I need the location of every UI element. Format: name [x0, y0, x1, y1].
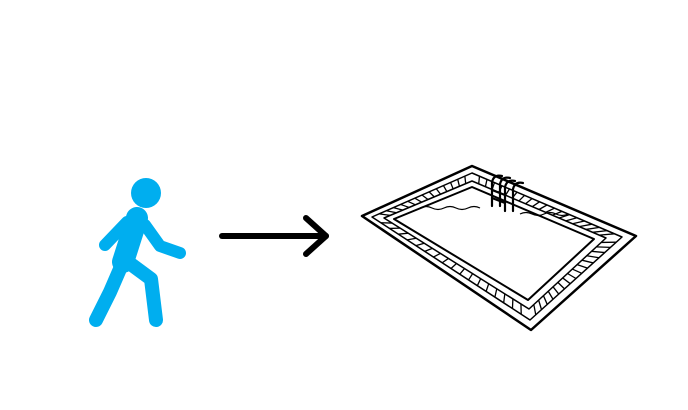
pool-tile-line [464, 176, 467, 184]
walker-back-leg [89, 255, 130, 327]
pool-tile-line [567, 272, 577, 280]
walker-front-leg [121, 255, 163, 327]
arrow-head [303, 215, 329, 257]
pool-tile-line [504, 188, 511, 196]
walker-back-arm [99, 216, 133, 251]
pool-tile-line [518, 194, 525, 202]
pool-tile-line [542, 295, 548, 305]
pool-tile-line [379, 213, 391, 217]
pool-tile-line [441, 257, 449, 264]
pool-tiles [379, 176, 617, 315]
pool-tile-line [565, 217, 578, 222]
walking-person-icon [89, 178, 186, 327]
pool-tile-line [576, 264, 588, 269]
right-arrow-icon [219, 215, 329, 257]
pool-tile-line [478, 176, 481, 184]
walker-torso [112, 207, 148, 273]
pool-tile-line [562, 277, 571, 285]
pool-ripple [419, 205, 481, 211]
pool-tile-line [421, 194, 429, 201]
pool-tile-line [586, 255, 600, 259]
pool-ladder-icon [490, 174, 525, 213]
walker-front-arm [139, 219, 186, 259]
pool-tile-line [547, 290, 554, 300]
pool-tile-line [386, 210, 397, 214]
pool-tile-line [484, 179, 488, 187]
swimming-pool-icon [360, 164, 638, 332]
pool-tile-line [468, 273, 474, 281]
pool-tile-line [531, 201, 540, 208]
pool-water-edge [393, 186, 595, 301]
pool-tile-line [585, 226, 600, 231]
pool-tile-line [442, 185, 448, 192]
pool-tile-line [433, 252, 441, 258]
pool-tile-line [424, 247, 433, 252]
pool-tile-line [457, 179, 461, 187]
walker-head [131, 178, 161, 208]
pool-tile-line [428, 191, 435, 198]
pool-tile-line [449, 182, 454, 190]
pool-tile-line [459, 268, 466, 275]
pool-tile-line [599, 233, 615, 236]
pool-tile-line [485, 283, 490, 292]
pool-tile-line [557, 281, 565, 290]
pool-tile-line [435, 188, 442, 195]
pool-tile-line [558, 213, 570, 219]
pool-tile-line [592, 229, 608, 233]
pool-tile-line [414, 197, 423, 203]
pool-tile-line [579, 223, 593, 228]
pool-tile-line [572, 268, 583, 274]
pool-tile-line [533, 304, 537, 315]
pool-tile-line [494, 288, 498, 298]
pool-tile-line [476, 278, 482, 286]
pool-outer-edge [360, 164, 638, 332]
pool-tile-line [398, 232, 409, 235]
pool-tile-line [572, 220, 585, 225]
pool-tile-line [552, 286, 560, 295]
pool-tile-line [552, 210, 563, 216]
pool-tile-line [450, 263, 457, 269]
pool-tile-line [503, 293, 506, 303]
pool-tile-line [406, 237, 417, 241]
pool-ripple-2 [519, 211, 569, 217]
pool-tile-line [596, 246, 611, 249]
pool-tile-line [525, 198, 533, 205]
pool-tile-line [545, 207, 555, 213]
pool-tile-line [538, 299, 543, 310]
pool-tile-line [407, 200, 416, 206]
pool-tile-line [415, 242, 425, 247]
pool-tile-line [538, 204, 548, 211]
pool-tile-line [581, 259, 594, 264]
pool-tile-line [393, 206, 404, 211]
pool-tile-line [400, 203, 410, 209]
pool-tile-line [591, 250, 605, 254]
